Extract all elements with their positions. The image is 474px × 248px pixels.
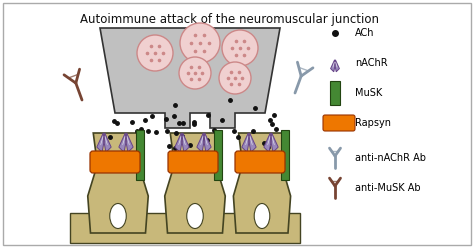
Text: ACh: ACh — [355, 28, 374, 38]
Text: Rapsyn: Rapsyn — [355, 118, 391, 128]
Polygon shape — [88, 133, 148, 233]
Polygon shape — [271, 133, 278, 152]
Polygon shape — [175, 133, 182, 152]
FancyBboxPatch shape — [323, 115, 355, 131]
Polygon shape — [100, 28, 280, 128]
Polygon shape — [165, 133, 225, 233]
Bar — [136, 130, 144, 180]
FancyBboxPatch shape — [235, 151, 285, 173]
Text: anti-nAChR Ab: anti-nAChR Ab — [355, 153, 426, 163]
Circle shape — [222, 30, 258, 66]
Text: anti-MuSK Ab: anti-MuSK Ab — [355, 183, 420, 193]
Bar — [70, 213, 300, 243]
Ellipse shape — [187, 204, 203, 228]
Circle shape — [219, 62, 251, 94]
FancyBboxPatch shape — [90, 151, 140, 173]
Text: Autoimmune attack of the neuromuscular junction: Autoimmune attack of the neuromuscular j… — [81, 13, 380, 26]
Polygon shape — [119, 133, 126, 152]
Polygon shape — [204, 133, 211, 152]
Polygon shape — [197, 133, 204, 152]
Polygon shape — [335, 60, 339, 72]
Circle shape — [179, 57, 211, 89]
Polygon shape — [182, 133, 189, 152]
Ellipse shape — [254, 204, 270, 228]
Bar — [281, 130, 289, 180]
FancyBboxPatch shape — [168, 151, 218, 173]
Text: nAChR: nAChR — [355, 58, 388, 68]
Polygon shape — [242, 133, 249, 152]
Text: MuSK: MuSK — [355, 88, 382, 98]
Bar — [214, 130, 222, 180]
Bar — [330, 81, 340, 105]
Circle shape — [137, 35, 173, 71]
Polygon shape — [233, 133, 291, 233]
Polygon shape — [264, 133, 271, 152]
Circle shape — [180, 23, 220, 63]
Polygon shape — [330, 60, 335, 72]
Polygon shape — [97, 133, 104, 152]
Polygon shape — [249, 133, 256, 152]
Polygon shape — [104, 133, 111, 152]
Ellipse shape — [110, 204, 126, 228]
Polygon shape — [126, 133, 133, 152]
